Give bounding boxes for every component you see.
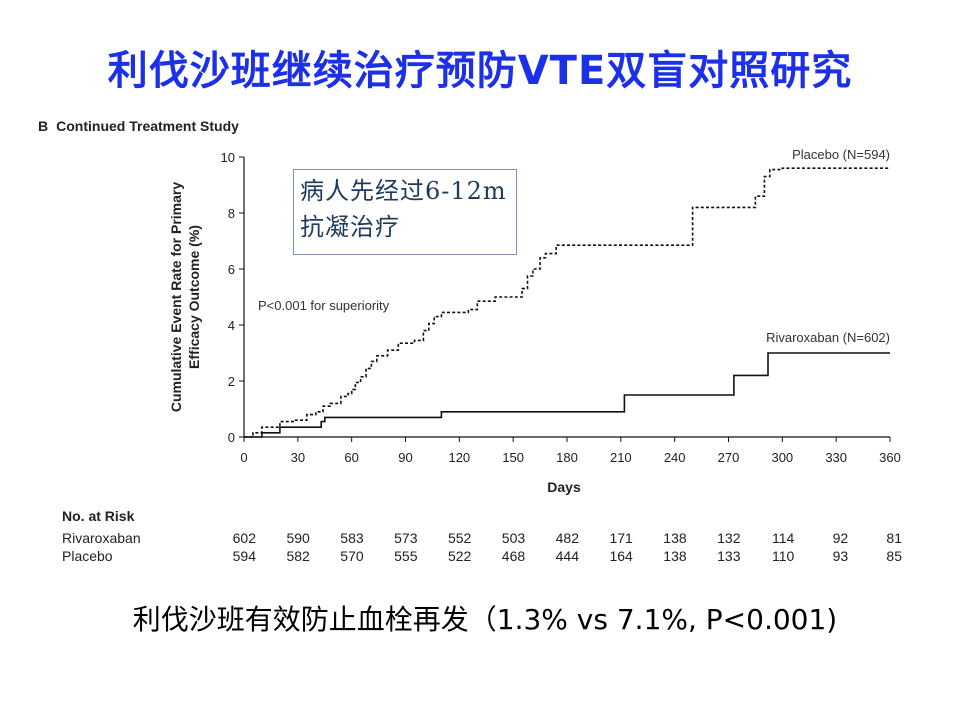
- x-tick-label: 300: [771, 450, 793, 465]
- risk-cell: 444: [555, 548, 579, 564]
- x-tick-label: 270: [718, 450, 740, 465]
- p-value-annotation: P<0.001 for superiority: [258, 298, 390, 313]
- x-tick-label: 60: [344, 450, 358, 465]
- conclusion-text: 利伐沙班有效防止血栓再发（1.3% vs 7.1%, P<0.001): [132, 603, 838, 636]
- risk-cell: 482: [555, 530, 579, 546]
- risk-cell: 138: [663, 548, 687, 564]
- y-tick-label: 6: [228, 262, 235, 277]
- risk-cell: 138: [663, 530, 687, 546]
- x-tick-label: 150: [502, 450, 524, 465]
- risk-table-title: No. at Risk: [62, 508, 135, 524]
- x-tick-label: 0: [240, 450, 247, 465]
- risk-cell: 570: [340, 548, 364, 564]
- risk-cell: 164: [609, 548, 633, 564]
- risk-cell: 85: [886, 548, 902, 564]
- risk-cell: 92: [832, 530, 849, 546]
- x-tick-label: 30: [291, 450, 305, 465]
- annotation-box: 病人先经过6-12m抗凝治疗: [293, 169, 517, 255]
- panel-title: Continued Treatment Study: [56, 118, 239, 134]
- chart-lines: [244, 167, 890, 438]
- x-tick-label: 90: [398, 450, 412, 465]
- risk-cell: 594: [232, 548, 256, 564]
- y-tick-label: 10: [221, 150, 235, 165]
- risk-cell: 522: [447, 548, 472, 564]
- legend-placebo: Placebo (N=594): [792, 147, 890, 162]
- y-tick-label: 4: [228, 318, 235, 333]
- risk-cell: 602: [232, 530, 256, 546]
- legend-rivaroxaban: Rivaroxaban (N=602): [766, 330, 890, 345]
- x-tick-label: 240: [664, 450, 686, 465]
- risk-cell: 81: [886, 530, 902, 546]
- x-axis-label: Days: [547, 479, 581, 495]
- risk-cell: 110: [772, 548, 795, 564]
- y-axis-label-line1: Cumulative Event Rate for Primary: [168, 182, 184, 413]
- placebo-line: [244, 167, 890, 438]
- risk-row-placebo: Placebo 594 582 570 555 522 468 444 164 138 133 11…: [62, 548, 922, 566]
- risk-cell: 582: [286, 548, 310, 564]
- risk-cell: 503: [501, 530, 526, 546]
- panel-letter: B: [38, 118, 49, 134]
- panel-label: B Continued Treatment Study: [38, 118, 239, 134]
- y-tick-label: 0: [228, 430, 235, 445]
- risk-cell: 468: [501, 548, 526, 564]
- y-tick-label: 8: [228, 206, 235, 221]
- risk-cell: 573: [394, 530, 418, 546]
- rivaroxaban-line: [244, 352, 890, 438]
- risk-cell: 171: [609, 530, 633, 546]
- x-tick-label: 360: [879, 450, 901, 465]
- risk-row-rivaroxaban: Rivaroxaban 602 590 583 573 552 503 482 171 138 1…: [62, 530, 922, 548]
- chart-ticks: 0 30 60 90 120 150 180 210 240 270 300 330 360 0 2 4 6 8 1…: [221, 150, 901, 465]
- x-tick-label: 330: [825, 450, 847, 465]
- risk-row-label: Rivaroxaban: [62, 530, 141, 546]
- x-tick-label: 210: [610, 450, 632, 465]
- risk-cell: 132: [717, 530, 741, 546]
- km-chart: 0 30 60 90 120 150 180 210 240 270 300 330 360 0 2 4 6 8 1…: [168, 147, 901, 495]
- risk-cell: 583: [340, 530, 364, 546]
- y-tick-label: 2: [228, 374, 235, 389]
- y-axis-label: Cumulative Event Rate for Primary Efficac…: [168, 182, 202, 413]
- risk-cell: 590: [286, 530, 310, 546]
- risk-cell: 555: [394, 548, 418, 564]
- slide-title: 利伐沙班继续治疗预防VTE双盲对照研究: [107, 48, 853, 94]
- risk-cell: 93: [832, 548, 849, 564]
- risk-cell: 552: [447, 530, 472, 546]
- x-tick-label: 120: [448, 450, 470, 465]
- y-axis-label-line2: Efficacy Outcome (%): [186, 225, 202, 369]
- risk-row-label: Placebo: [62, 548, 113, 564]
- x-tick-label: 180: [556, 450, 578, 465]
- risk-cell: 114: [772, 530, 795, 546]
- risk-cell: 133: [717, 548, 741, 564]
- chart-labels: Days Cumulative Event Rate for Primary Eff…: [168, 147, 890, 495]
